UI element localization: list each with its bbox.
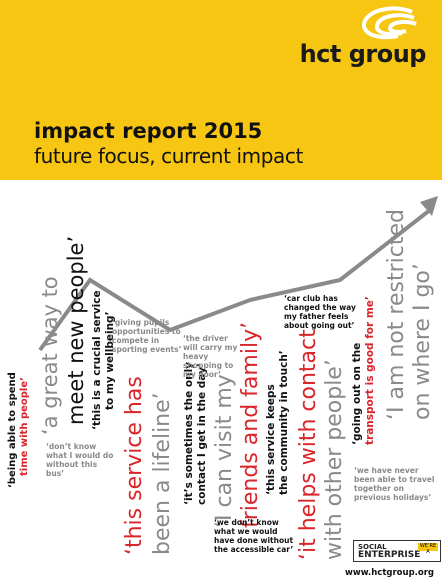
- growth-line-graphic: [38, 196, 438, 352]
- hct-logo-icon: [362, 6, 417, 40]
- quote-block: ‘we don’t know what we would have done w…: [214, 518, 294, 554]
- quote-line: ‘I am not restricted: [384, 209, 409, 420]
- quote-line: with other people’: [322, 359, 347, 560]
- quote-line: ‘this service keeps: [265, 384, 277, 495]
- quote-line: transport is good for me’: [364, 296, 376, 445]
- quote-block: ‘giving pupils opportunities to compete …: [112, 318, 182, 354]
- quote-block: ‘car club has changed the way my father …: [284, 294, 356, 330]
- quote-line: the community in touch’: [278, 350, 290, 495]
- quote-block: ‘don’t know what I would do without this…: [46, 442, 114, 478]
- quote-line: ‘it’s sometimes the only: [183, 361, 195, 505]
- se-line2: ENTERPRISE: [358, 550, 421, 560]
- brand-logo-text: hct group: [299, 40, 427, 68]
- quote-block: ‘the driver will carry my heavy shopping…: [183, 334, 238, 379]
- quote-line: on where I go’: [410, 263, 435, 420]
- report-title: impact report 2015: [34, 119, 263, 143]
- quote-line: been a lifeline’: [150, 392, 175, 555]
- quote-block: ‘we have never been able to travel toget…: [354, 466, 435, 502]
- se-line1: SOCIAL: [358, 543, 387, 551]
- report-subtitle: future focus, current impact: [34, 144, 303, 168]
- quote-line: meet new people’: [64, 235, 88, 425]
- quote-line: ‘a great way to: [38, 276, 62, 435]
- quote-line: ‘it helps with contact: [296, 329, 321, 560]
- quote-line: time with people’: [19, 377, 30, 476]
- quote-line: ‘this is a crucial service: [91, 290, 103, 430]
- quote-line: ‘being able to spend: [7, 372, 18, 488]
- quote-line: ‘going out on the: [351, 342, 363, 445]
- website-link[interactable]: www.hctgroup.org: [345, 568, 434, 578]
- header-band: [0, 0, 442, 180]
- quote-line: ‘I can visit my: [212, 374, 237, 528]
- quote-line: ‘this service has: [122, 376, 147, 555]
- se-badge: WE’RE A: [418, 543, 438, 555]
- social-enterprise-logo: SOCIAL ENTERPRISE WE’RE A: [353, 540, 441, 562]
- quote-line: contact I get in the day’: [196, 363, 208, 505]
